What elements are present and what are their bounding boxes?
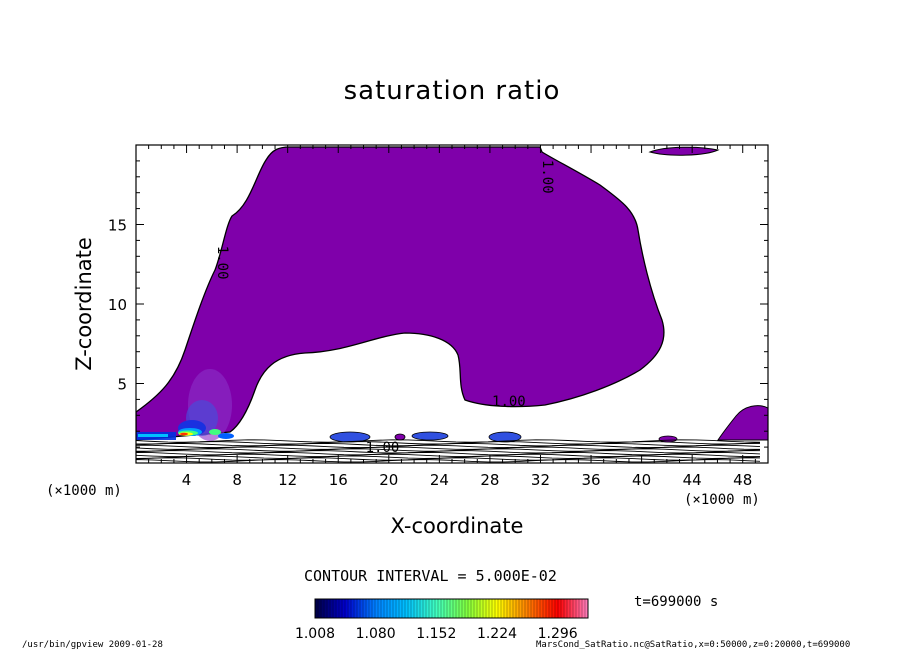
x-unit-left: (×1000 m) xyxy=(46,483,122,499)
contour-label: 1.00 xyxy=(492,394,526,410)
surface-contour-line xyxy=(136,439,761,443)
contour-label: 1.00 xyxy=(214,246,230,280)
x-tick-label: 48 xyxy=(733,471,752,489)
time-label: t=699000 s xyxy=(634,594,719,610)
footer-source: MarsCond_SatRatio.nc@SatRatio,x=0:50000,… xyxy=(536,640,851,650)
colorbar-tick-label: 1.080 xyxy=(356,626,396,642)
surface-contour-lines xyxy=(136,439,761,463)
x-tick-label: 20 xyxy=(379,471,398,489)
x-tick-label: 4 xyxy=(182,471,192,489)
colorbar-gradient xyxy=(314,598,589,619)
saturated-region-main xyxy=(136,146,665,441)
colorbar-tick-label: 1.296 xyxy=(538,626,578,642)
x-unit-right: (×1000 m) xyxy=(684,492,760,508)
surface-contour-line xyxy=(136,446,761,450)
x-tick-label: 40 xyxy=(632,471,651,489)
plot-field xyxy=(136,146,768,463)
y-ticks: 5 10 15 xyxy=(108,160,768,448)
colorbar xyxy=(314,598,589,619)
y-tick-label: 5 xyxy=(117,376,127,394)
x-tick-label: 12 xyxy=(278,471,297,489)
footer-command: /usr/bin/gpview 2009-01-28 xyxy=(22,640,163,650)
y-tick-label: 15 xyxy=(108,217,127,235)
colorbar-ticks: 1.008 1.080 1.152 1.224 1.296 xyxy=(295,626,578,642)
x-tick-label: 36 xyxy=(581,471,600,489)
saturated-region-top xyxy=(648,146,720,156)
x-ticks: 4 8 12 16 20 24 28 32 36 40 44 48 xyxy=(148,145,756,489)
x-axis-label: X-coordinate xyxy=(390,514,524,538)
x-tick-label: 8 xyxy=(232,471,242,489)
contour-label: 1.00 xyxy=(539,160,555,194)
contour-label: 1.00 xyxy=(366,440,400,456)
contour-labels: 1.00 1.00 1.00 1.00 xyxy=(214,160,555,456)
y-tick-label: 10 xyxy=(108,296,127,314)
colorbar-tick-label: 1.008 xyxy=(295,626,335,642)
colorbar-tick-label: 1.224 xyxy=(477,626,517,642)
chart-title: saturation ratio xyxy=(343,76,561,106)
surface-contour-line xyxy=(136,442,761,447)
x-tick-label: 24 xyxy=(430,471,449,489)
x-tick-label: 28 xyxy=(480,471,499,489)
x-tick-label: 32 xyxy=(531,471,550,489)
surface-contour-line xyxy=(136,457,761,461)
surface-contour-line xyxy=(136,459,761,463)
surface-contour-line xyxy=(136,450,761,454)
surface-contour-line xyxy=(136,453,761,458)
supersaturation-core xyxy=(136,369,234,441)
colorbar-tick-label: 1.152 xyxy=(416,626,456,642)
x-tick-label: 16 xyxy=(329,471,348,489)
x-tick-label: 44 xyxy=(683,471,702,489)
saturated-region-right xyxy=(717,405,768,441)
contour-interval-label: CONTOUR INTERVAL = 5.000E-02 xyxy=(304,567,557,585)
